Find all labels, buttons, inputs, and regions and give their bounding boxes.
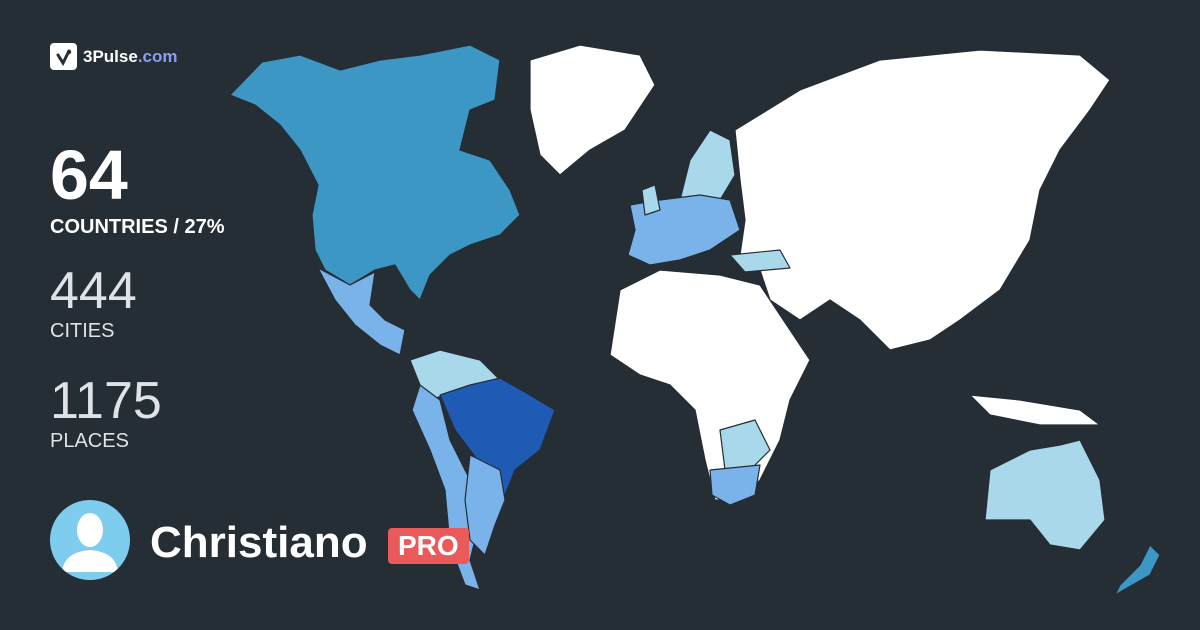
- region-scandinavia[interactable]: [679, 129, 736, 201]
- region-eurasia[interactable]: [734, 49, 1111, 351]
- pro-badge: PRO: [388, 528, 469, 564]
- brand-logo[interactable]: 3Pulse.com: [50, 43, 178, 70]
- region-greenland[interactable]: [529, 44, 656, 176]
- places-count: 1175: [50, 372, 162, 430]
- cities-count: 444: [50, 262, 137, 320]
- user-name: Christiano: [150, 518, 368, 567]
- places-label: PLACES: [50, 430, 129, 452]
- region-mexico[interactable]: [317, 267, 406, 356]
- region-turkey[interactable]: [729, 249, 791, 273]
- places-stat: 1175 PLACES: [50, 372, 162, 453]
- brand-name: 3Pulse.com: [83, 46, 178, 66]
- region-australia[interactable]: [984, 439, 1106, 551]
- default-user-avatar-icon: [62, 513, 118, 572]
- region-southern-africa[interactable]: [719, 419, 771, 471]
- user-avatar[interactable]: [50, 500, 130, 580]
- region-uk[interactable]: [641, 184, 661, 216]
- region-southern-cone[interactable]: [464, 454, 506, 556]
- countries-label: COUNTRIES / 27%: [50, 216, 225, 238]
- countries-stat: 64 COUNTRIES / 27%: [50, 140, 224, 239]
- region-western-europe[interactable]: [627, 194, 741, 266]
- cities-stat: 444 CITIES: [50, 262, 137, 343]
- countries-count: 64: [50, 136, 128, 214]
- pulse-check-icon: [50, 43, 77, 70]
- region-new-zealand[interactable]: [1114, 544, 1161, 596]
- cities-label: CITIES: [50, 320, 115, 342]
- region-indonesia[interactable]: [969, 394, 1101, 426]
- region-south-africa[interactable]: [709, 464, 761, 506]
- region-brazil[interactable]: [439, 377, 556, 496]
- region-alaska-canada-usa[interactable]: [229, 44, 521, 301]
